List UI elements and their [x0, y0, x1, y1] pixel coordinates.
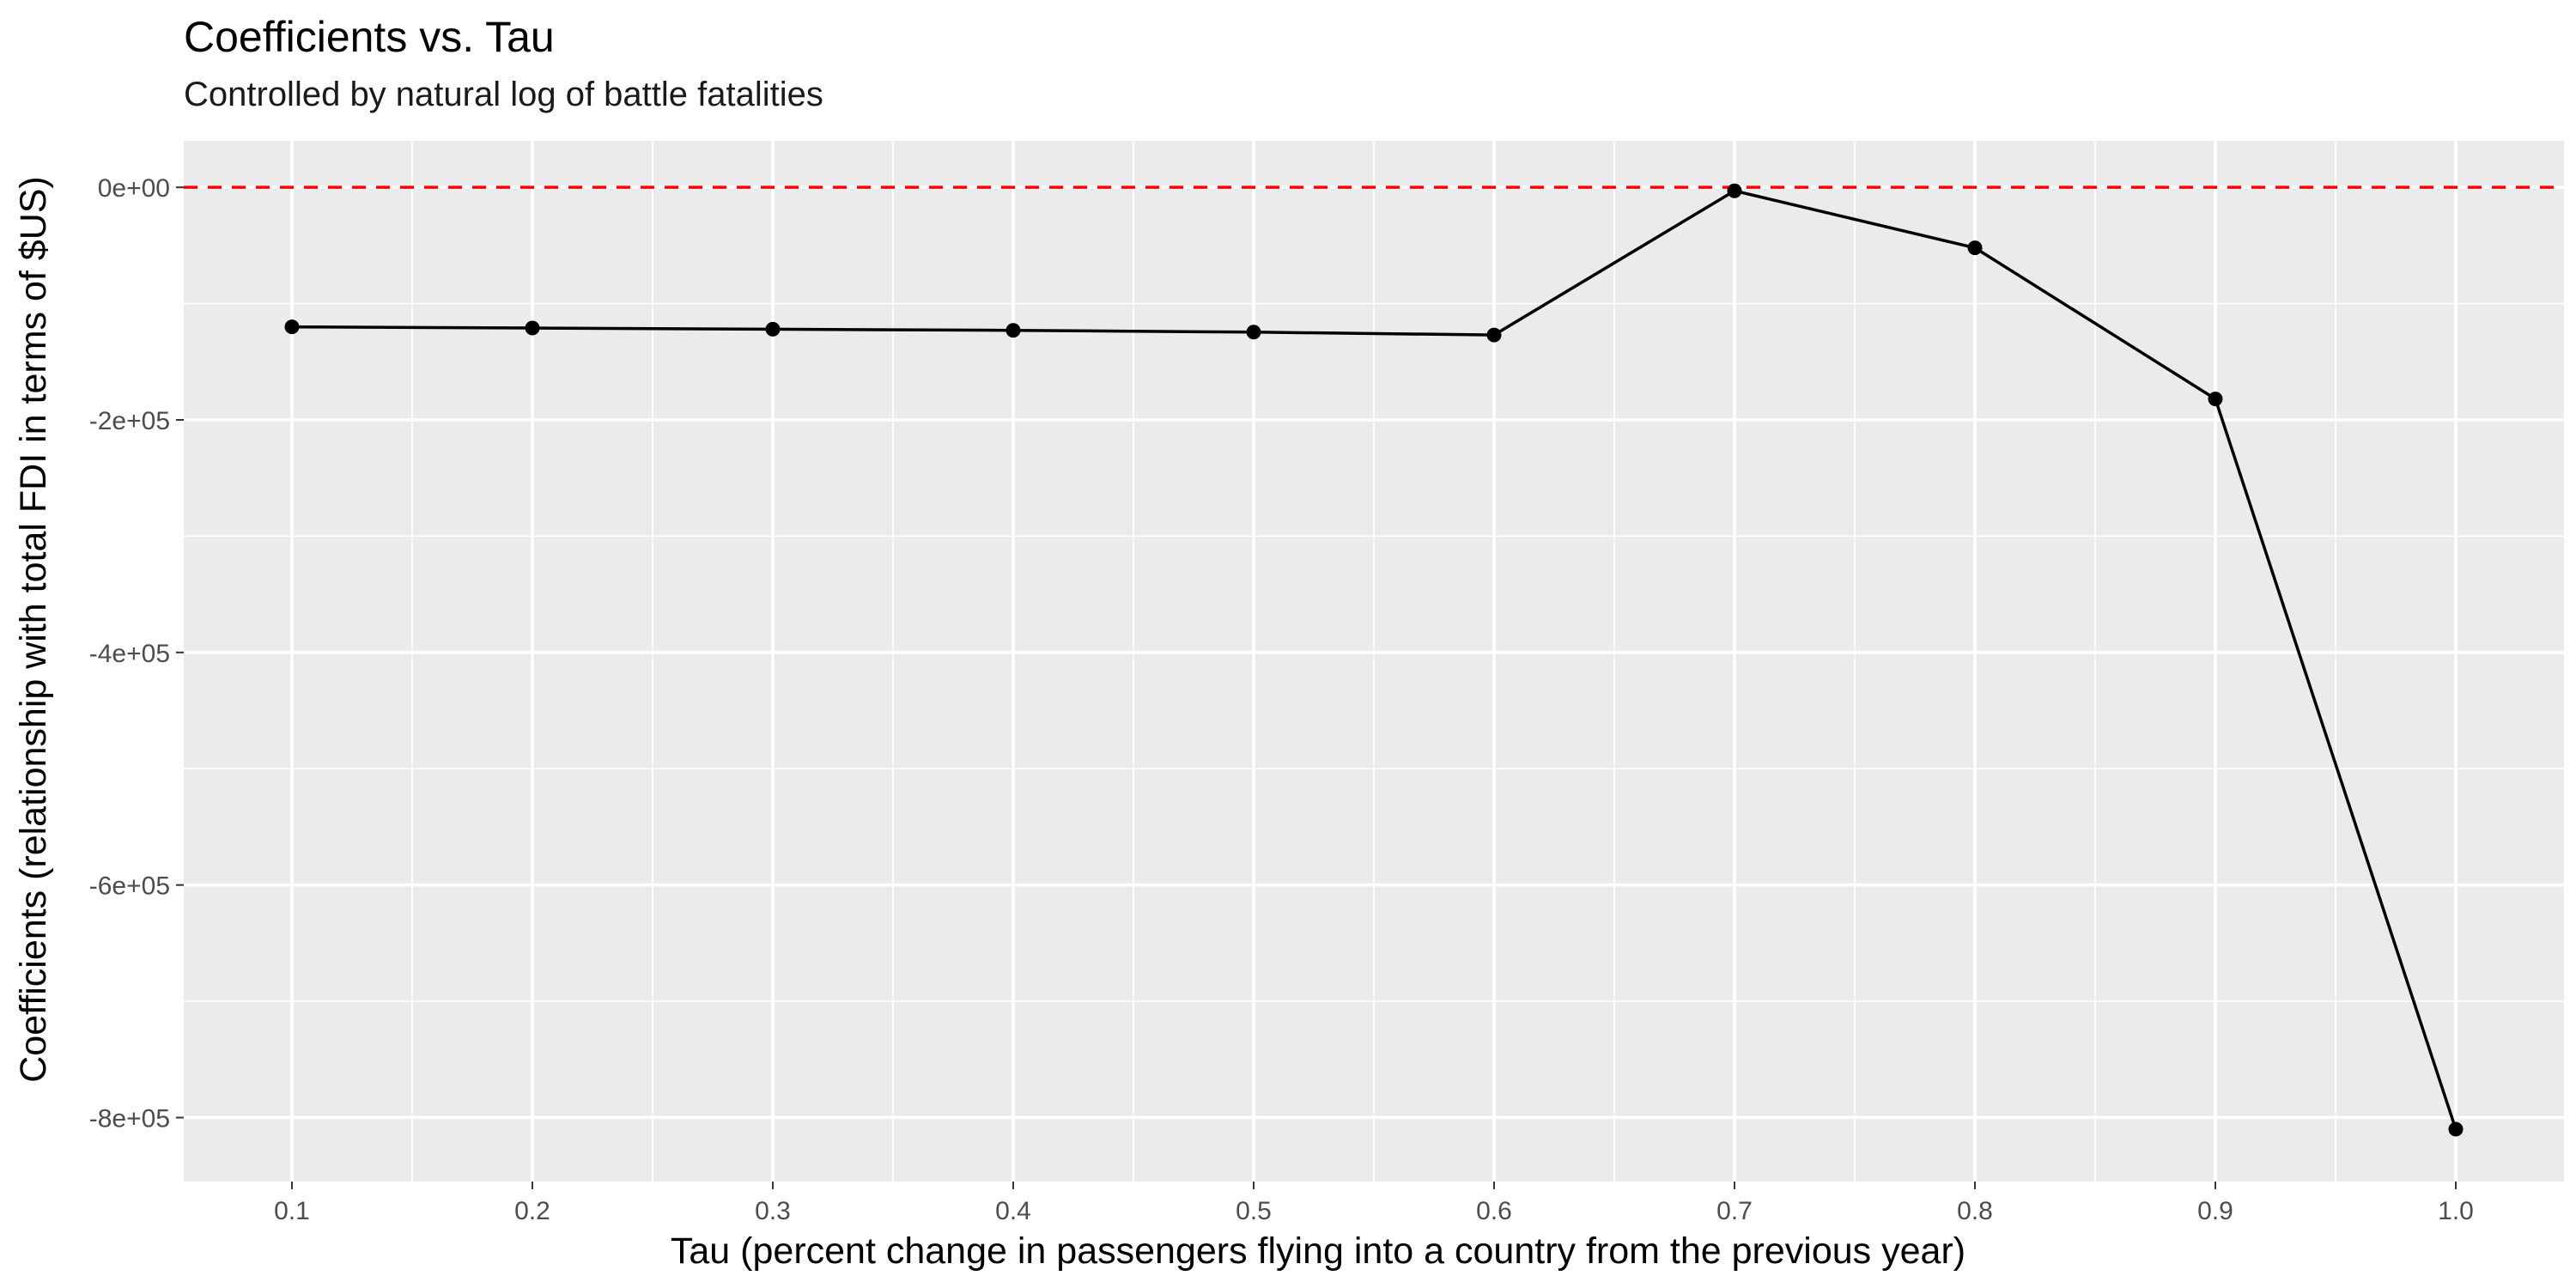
x-tick-label: 1.0 — [2438, 1197, 2474, 1225]
x-tick-label: 0.7 — [1716, 1197, 1753, 1225]
x-tick-label: 0.1 — [274, 1197, 310, 1225]
data-point — [1727, 183, 1742, 198]
series-group — [284, 183, 2464, 1137]
x-tick-label: 0.6 — [1476, 1197, 1512, 1225]
y-tick-label: -8e+05 — [89, 1105, 170, 1133]
x-axis: 0.1 0.2 0.3 0.4 0.5 0.6 0.7 0.8 0.9 1.0 — [274, 1182, 2474, 1225]
x-tick-label: 0.2 — [514, 1197, 550, 1225]
x-tick-label: 0.9 — [2197, 1197, 2233, 1225]
y-tick-label: 0e+00 — [98, 174, 170, 203]
data-point — [2208, 392, 2223, 407]
y-axis-title: Coefficients (relationship with total FD… — [13, 176, 54, 1083]
data-point — [284, 319, 300, 335]
y-axis: 0e+00 -2e+05 -4e+05 -6e+05 -8e+05 — [89, 174, 184, 1133]
series-line — [291, 189, 2458, 1130]
data-point — [765, 321, 781, 337]
data-point — [2448, 1121, 2464, 1137]
data-point — [1246, 325, 1261, 340]
x-tick-label: 0.4 — [995, 1197, 1031, 1225]
data-point — [1967, 240, 1983, 256]
x-axis-title: Tau (percent change in passengers flying… — [671, 1230, 1965, 1272]
minor-gridlines — [184, 141, 2564, 1182]
y-tick-label: -4e+05 — [89, 640, 170, 668]
x-tick-label: 0.8 — [1957, 1197, 1993, 1225]
data-point — [1486, 327, 1502, 343]
x-tick-label: 0.5 — [1236, 1197, 1272, 1225]
y-tick-label: -6e+05 — [89, 872, 170, 901]
data-point — [1005, 323, 1021, 338]
data-point — [525, 320, 540, 336]
x-tick-label: 0.3 — [755, 1197, 791, 1225]
chart-subtitle: Controlled by natural log of battle fata… — [184, 76, 823, 113]
y-tick-label: -2e+05 — [89, 407, 170, 435]
chart-title: Coefficients vs. Tau — [184, 13, 555, 61]
